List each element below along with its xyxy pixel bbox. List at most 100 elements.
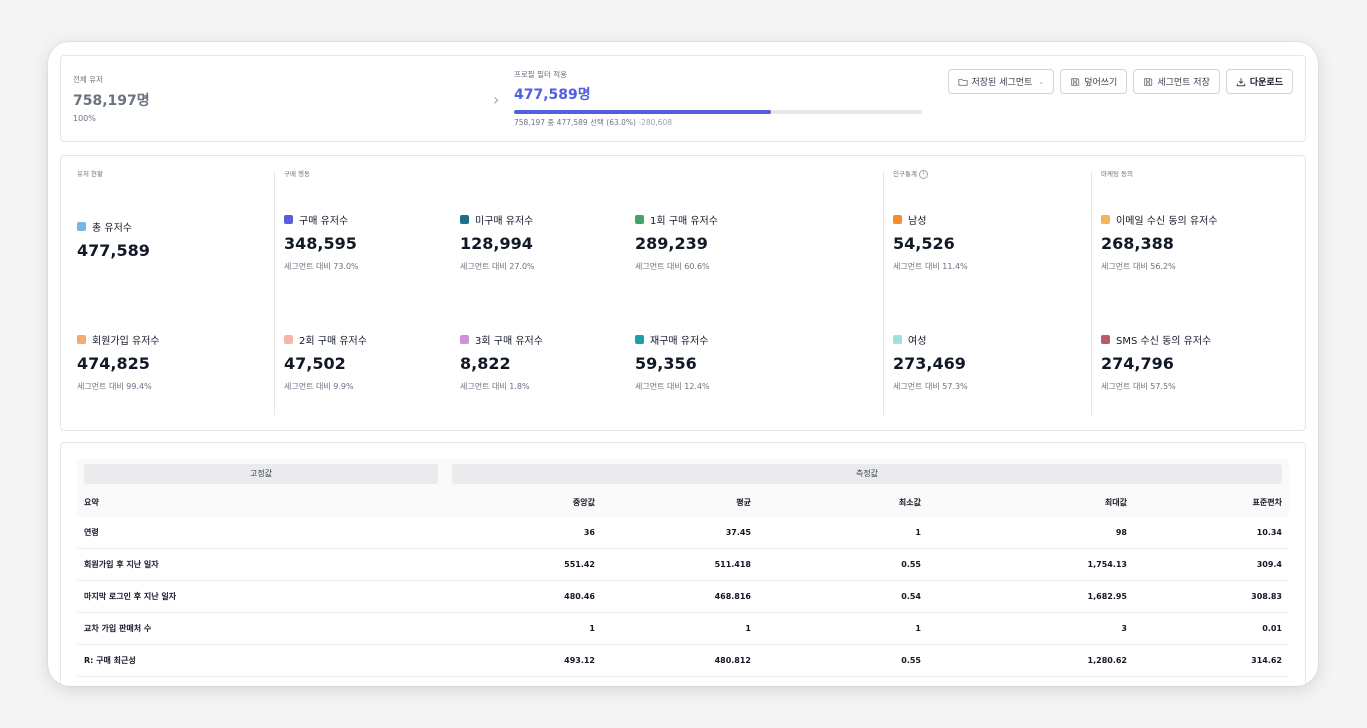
total-users-label: 전체 유저 xyxy=(73,75,103,84)
stat-buy-users: 구매 유저수 348,595 세그먼트 대비 73.0% xyxy=(284,212,454,272)
summary-table-card: 고정값 측정값 요약 중앙값 평균 최소값 최대값 표준편차 연령 36 37.… xyxy=(60,442,1306,686)
stat-label-row: 재구매 유저수 xyxy=(635,332,805,347)
table-cell: 1 xyxy=(758,517,928,549)
stat-label: 총 유저수 xyxy=(92,223,132,234)
download-button[interactable]: 다운로드 xyxy=(1225,69,1293,94)
color-dot xyxy=(893,215,902,224)
table-row: 회원가입 후 지난 일자 551.42 511.418 0.55 1,754.1… xyxy=(77,548,1289,581)
divider xyxy=(274,172,275,415)
table-cell: 1 xyxy=(602,612,758,645)
stat-label: 2회 구매 유저수 xyxy=(299,336,367,347)
total-users-value: 758,197명 xyxy=(73,93,150,109)
color-dot xyxy=(460,215,469,224)
saved-segment-label: 저장된 세그먼트 xyxy=(971,78,1033,88)
stat-label-row: 여성 xyxy=(893,332,1063,347)
stat-label-row: 이메일 수신 동의 유저수 xyxy=(1101,212,1271,227)
column-header[interactable]: 중앙값 xyxy=(445,487,602,517)
filtered-users-value: 477,589명 xyxy=(514,87,591,103)
table-cell: 493.12 xyxy=(445,644,602,677)
selection-caption-main: 758,197 중 477,589 선택 (63.0%) xyxy=(514,118,636,127)
stat-label: 구매 유저수 xyxy=(299,216,349,227)
stat-once-buy: 1회 구매 유저수 289,239 세그먼트 대비 60.6% xyxy=(635,212,805,272)
color-dot xyxy=(77,222,86,231)
folder-icon xyxy=(957,78,968,86)
stat-label: 1회 구매 유저수 xyxy=(650,216,718,227)
table-cell: 교차 가입 판매처 수 xyxy=(77,612,445,645)
stat-value: 477,589 xyxy=(77,241,150,260)
table-row: 연령 36 37.45 1 98 10.34 xyxy=(77,517,1289,549)
table-cell: 10.34 xyxy=(1134,517,1289,549)
filter-label: 프로필 필터 적용 xyxy=(514,70,568,79)
stat-value: 474,825 xyxy=(77,354,150,373)
save-segment-button[interactable]: 세그먼트 저장 xyxy=(1133,69,1220,94)
purchase-title: 구매 행동 xyxy=(284,170,310,178)
summary-table: 고정값 측정값 요약 중앙값 평균 최소값 최대값 표준편차 연령 36 37.… xyxy=(77,459,1289,677)
table-cell: 3 xyxy=(928,612,1134,645)
divider xyxy=(1091,172,1092,415)
saved-segment-dropdown[interactable]: 저장된 세그먼트 ⌄ xyxy=(947,69,1055,94)
save-icon xyxy=(1144,77,1153,86)
stat-label: 미구매 유저수 xyxy=(475,216,534,227)
color-dot xyxy=(1101,215,1110,224)
group-measured: 측정값 xyxy=(452,464,1282,484)
stat-label-row: 2회 구매 유저수 xyxy=(284,332,454,347)
column-header[interactable]: 표준편차 xyxy=(1134,487,1289,517)
stat-label-row: SMS 수신 동의 유저수 xyxy=(1101,332,1271,347)
stat-label-row: 구매 유저수 xyxy=(284,212,454,227)
color-dot xyxy=(460,335,469,344)
column-header[interactable]: 요약 xyxy=(77,487,445,517)
stat-twice-buy: 2회 구매 유저수 47,502 세그먼트 대비 9.9% xyxy=(284,332,454,392)
table-cell: 314.62 xyxy=(1134,644,1289,677)
table-cell: 1,754.13 xyxy=(928,548,1134,581)
group-cell: 고정값 xyxy=(77,459,445,487)
table-cell: 98 xyxy=(928,517,1134,549)
stat-label: 회원가입 유저수 xyxy=(92,336,160,347)
overwrite-label: 덮어쓰기 xyxy=(1084,78,1118,88)
table-cell: 511.418 xyxy=(602,548,758,581)
segment-stats-card: 유저 현황 구매 행동 인구통계 i 마케팅 동의 총 유저수 477,589 회… xyxy=(60,155,1306,431)
stat-label-row: 남성 xyxy=(893,212,1063,227)
stat-value: 54,526 xyxy=(893,234,955,253)
stat-label: 재구매 유저수 xyxy=(650,336,709,347)
table-cell: 1 xyxy=(445,612,602,645)
color-dot xyxy=(77,335,86,344)
table-cell: 1,280.62 xyxy=(928,644,1134,677)
filtered-users-block: 프로필 필터 적용 477,589명 xyxy=(514,69,591,104)
table-cell: 회원가입 후 지난 일자 xyxy=(77,548,445,581)
stat-sub: 세그먼트 대비 57.5% xyxy=(1101,382,1176,391)
stat-rebuy: 재구매 유저수 59,356 세그먼트 대비 12.4% xyxy=(635,332,805,392)
download-icon xyxy=(1236,77,1246,86)
table-row: 교차 가입 판매처 수 1 1 1 3 0.01 xyxy=(77,612,1289,645)
stat-value: 348,595 xyxy=(284,234,357,253)
stat-label: 이메일 수신 동의 유저수 xyxy=(1116,216,1218,227)
chevron-down-icon: ⌄ xyxy=(1038,77,1045,86)
table-cell: 480.46 xyxy=(445,580,602,613)
stat-label: 3회 구매 유저수 xyxy=(475,336,543,347)
column-header[interactable]: 평균 xyxy=(602,487,758,517)
stat-value: 8,822 xyxy=(460,354,511,373)
stat-label-row: 미구매 유저수 xyxy=(460,212,630,227)
info-icon[interactable]: i xyxy=(918,169,928,179)
overwrite-button[interactable]: 덮어쓰기 xyxy=(1060,69,1128,94)
demographics-title: 인구통계 i xyxy=(893,168,928,179)
table-cell: R: 구매 최근성 xyxy=(77,644,445,677)
segment-actions: 저장된 세그먼트 ⌄ 덮어쓰기 세그먼트 저장 다운로드 xyxy=(947,69,1293,94)
stat-sub: 세그먼트 대비 56.2% xyxy=(1101,262,1176,271)
table-cell: 0.55 xyxy=(758,548,928,581)
stat-thrice-buy: 3회 구매 유저수 8,822 세그먼트 대비 1.8% xyxy=(460,332,630,392)
selection-caption-delta: -280,608 xyxy=(638,118,673,127)
main-frame: 전체 유저 758,197명 100% › 프로필 필터 적용 477,589명… xyxy=(48,42,1318,686)
stat-sub: 세그먼트 대비 60.6% xyxy=(635,262,710,271)
total-users-percent: 100% xyxy=(73,114,96,123)
table-cell: 1,682.95 xyxy=(928,580,1134,613)
download-label: 다운로드 xyxy=(1249,78,1283,88)
table-cell: 551.42 xyxy=(445,548,602,581)
stat-value: 128,994 xyxy=(460,234,533,253)
stat-sub: 세그먼트 대비 11.4% xyxy=(893,262,968,271)
stat-sms-consent: SMS 수신 동의 유저수 274,796 세그먼트 대비 57.5% xyxy=(1101,332,1271,392)
stat-sub: 세그먼트 대비 1.8% xyxy=(460,382,530,391)
table-cell: 308.83 xyxy=(1134,580,1289,613)
stat-label-row: 총 유저수 xyxy=(77,219,247,234)
column-header[interactable]: 최대값 xyxy=(928,487,1134,517)
column-header[interactable]: 최소값 xyxy=(758,487,928,517)
